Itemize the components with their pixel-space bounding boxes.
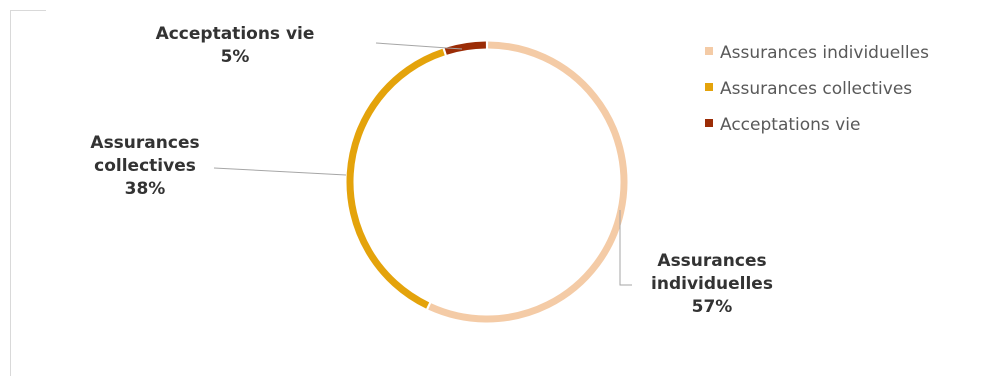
slice-acceptations-vie [444,41,487,55]
data-label-acceptations-vie-line-1: Acceptations vie [156,24,315,44]
slice-assurances-individuelles [428,41,628,323]
chart-frame-border [10,10,46,376]
leader-line-assurances-collectives [213,167,347,176]
legend-swatch-assurances-individuelles [705,47,713,55]
data-value-assurances-collectives: 38% [125,179,166,199]
data-label-assurances-collectives-line-1: Assurances [90,133,199,153]
data-label-assurances-collectives-line-2: collectives [94,156,196,176]
leader-line-acceptations-vie [375,42,463,50]
donut-slices [346,41,628,323]
legend-label-acceptations-vie: Acceptations vie [720,115,860,135]
data-value-acceptations-vie: 5% [221,47,250,67]
leader-line-assurances-individuelles [619,210,632,286]
legend: Assurances individuelles Assurances colle… [705,43,929,135]
data-value-assurances-individuelles: 57% [692,297,733,317]
legend-label-assurances-collectives: Assurances collectives [720,79,912,99]
data-label-assurances-individuelles-line-1: Assurances [657,251,766,271]
leader-lines [213,42,632,286]
data-label-assurances-individuelles-line-2: individuelles [651,274,773,294]
data-labels: Assurances individuelles 57% Assurances coll… [90,24,773,317]
legend-swatch-acceptations-vie [705,119,713,127]
legend-swatch-assurances-collectives [705,83,713,91]
slice-assurances-collectives [346,48,445,309]
legend-label-assurances-individuelles: Assurances individuelles [720,43,929,63]
